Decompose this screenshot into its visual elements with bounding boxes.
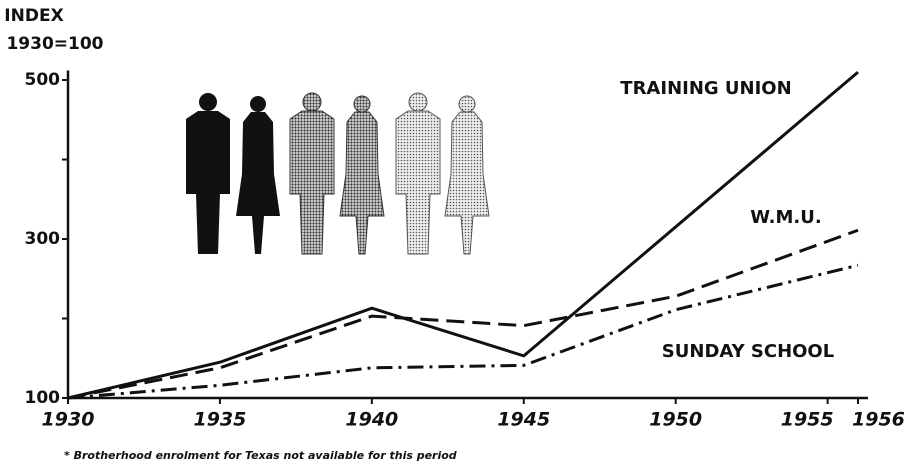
series-line xyxy=(68,230,858,398)
y-tick-label: 100 xyxy=(25,388,61,408)
figures xyxy=(186,93,489,254)
y-tick-label: 300 xyxy=(25,229,61,249)
x-tick-label: 1930 xyxy=(42,409,95,431)
x-tick-label: 1940 xyxy=(345,409,398,431)
series-label: W.M.U. xyxy=(750,207,821,228)
series-label: SUNDAY SCHOOL xyxy=(662,341,834,362)
x-tick-label: 1956 xyxy=(852,409,904,431)
series-label: TRAINING UNION xyxy=(620,78,791,99)
x-tick-label: 1950 xyxy=(649,409,702,431)
y-axis-label: 1930=100 xyxy=(6,34,103,54)
y-tick-label: 500 xyxy=(25,70,61,90)
x-tick-label: 1945 xyxy=(497,409,550,431)
footnote: * Brotherhood enrolment for Texas not av… xyxy=(64,449,457,462)
series-line xyxy=(68,265,858,398)
chart: INDEX 1930=100 * Brotherhood enrolment f… xyxy=(0,0,904,469)
x-tick-label: 1955 xyxy=(781,409,834,431)
page: INDEX 1930=100 * Brotherhood enrolment f… xyxy=(0,0,904,469)
y-axis-label: INDEX xyxy=(4,6,63,26)
x-tick-label: 1935 xyxy=(193,409,246,431)
